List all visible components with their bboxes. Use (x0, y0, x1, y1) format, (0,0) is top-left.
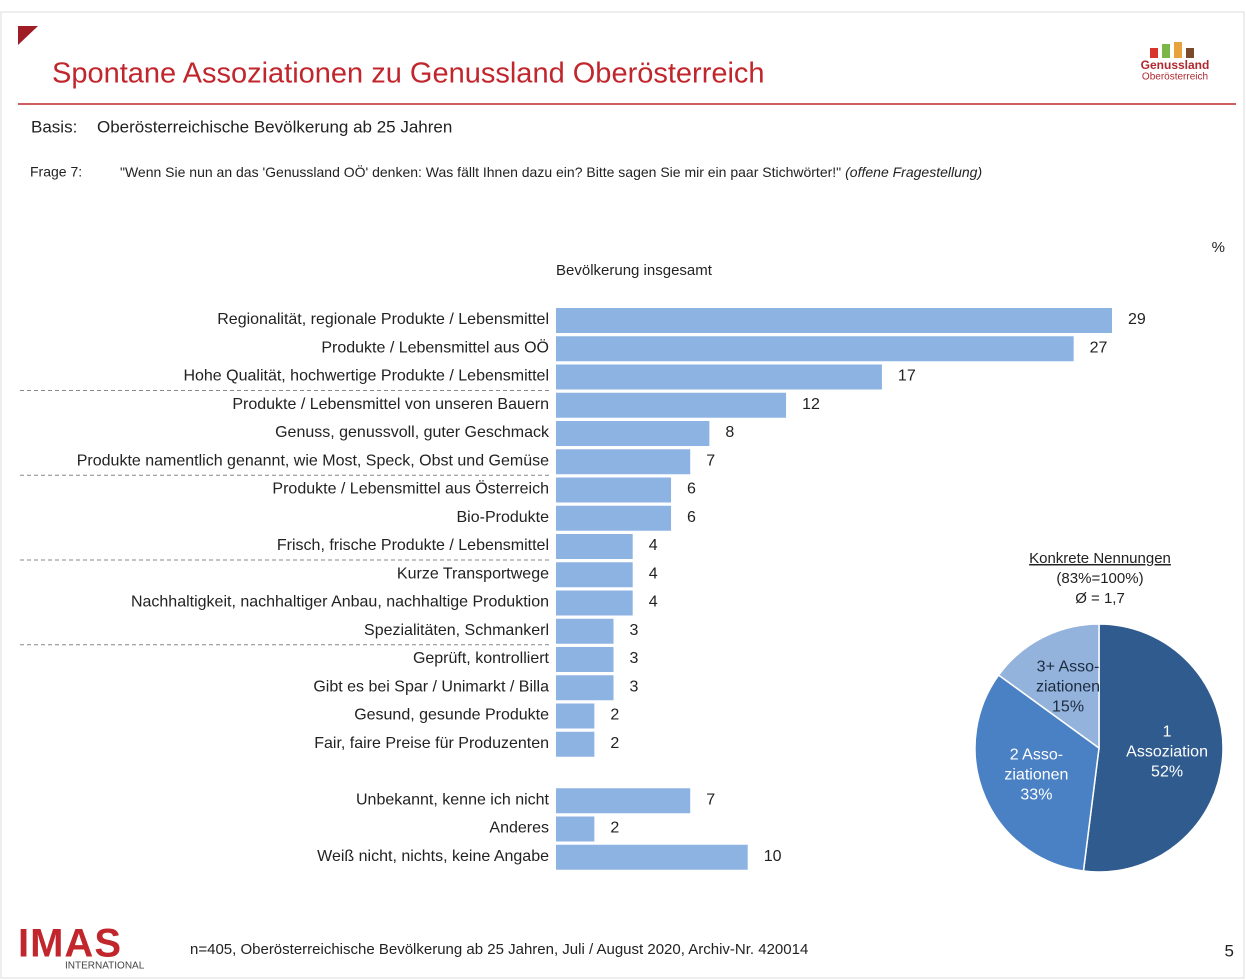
pie-label: ziationen (1036, 678, 1100, 695)
logo: Genussland Oberösterreich (1141, 42, 1210, 83)
pie-label: 3+ Asso- (1037, 658, 1100, 675)
pie-subtitle: Ø = 1,7 (1075, 590, 1125, 607)
value-label: 7 (706, 791, 715, 808)
bar-chart-title: Bevölkerung insgesamt (556, 262, 713, 279)
pie-value-label: 33% (1020, 786, 1052, 803)
logo-shape (1150, 48, 1158, 58)
value-label: 3 (630, 650, 639, 667)
basis: Oberösterreichische Bevölkerung ab 25 Ja… (97, 117, 452, 136)
bar (556, 590, 633, 616)
value-label: 3 (630, 678, 639, 695)
value-label: 2 (610, 735, 619, 752)
pie-label: ziationen (1004, 766, 1068, 783)
category-label: Weiß nicht, nichts, keine Angabe (317, 848, 549, 865)
bar (556, 816, 595, 842)
category-label: Kurze Transportwege (397, 565, 549, 582)
bar (556, 477, 672, 503)
category-label: Spezialitäten, Schmankerl (364, 622, 549, 639)
unit-label: % (1212, 239, 1225, 256)
question-text: "Wenn Sie nun an das 'Genussland OÖ' den… (120, 163, 841, 180)
value-label: 2 (610, 707, 619, 724)
category-label: Produkte namentlich genannt, wie Most, S… (77, 452, 549, 469)
logo-shape (1162, 44, 1170, 58)
value-label: 8 (725, 424, 734, 441)
pie-slice (997, 623, 1100, 750)
bar (556, 788, 691, 814)
pie-value-label: 15% (1052, 698, 1084, 715)
value-label: 7 (706, 452, 715, 469)
value-label: 4 (649, 565, 658, 582)
page-number: 5 (1225, 941, 1234, 960)
pie-label: 1 (1163, 724, 1172, 741)
category-label: Geprüft, kontrolliert (413, 650, 550, 667)
category-label: Hohe Qualität, hochwertige Produkte / Le… (183, 368, 549, 385)
pie-value-label: 52% (1151, 764, 1183, 781)
question-label: Frage 7: (30, 164, 82, 180)
category-label: Gesund, gesunde Produkte (354, 707, 549, 724)
value-label: 4 (649, 594, 658, 611)
corner-mark (18, 26, 38, 45)
bar (556, 336, 1074, 362)
bar (556, 731, 595, 757)
basis-label: Basis: (31, 117, 77, 136)
value-label: 27 (1090, 339, 1108, 356)
pie-title: Konkrete Nennungen (1029, 550, 1171, 567)
question-note: (offene Fragestellung) (845, 164, 982, 180)
slide-title: Spontane Assoziationen zu Genussland Obe… (52, 58, 765, 90)
bar (556, 364, 882, 390)
footnote: n=405, Oberösterreichische Bevölkerung a… (190, 941, 808, 958)
pie-slice (974, 674, 1100, 872)
value-label: 4 (649, 537, 658, 554)
logo-text: Genussland (1141, 58, 1210, 72)
category-label: Anderes (489, 820, 549, 837)
bar (556, 618, 614, 644)
value-label: 6 (687, 509, 696, 526)
value-label: 3 (630, 622, 639, 639)
category-label: Frisch, frische Produkte / Lebensmittel (277, 537, 549, 554)
category-label: Fair, faire Preise für Produzenten (314, 735, 549, 752)
value-label: 12 (802, 396, 820, 413)
bar (556, 421, 710, 446)
logo-text: Oberösterreich (1142, 72, 1208, 83)
bar (556, 844, 748, 870)
bar (556, 392, 787, 418)
category-label: Bio-Produkte (457, 509, 550, 526)
bar (556, 505, 672, 531)
bar (556, 675, 614, 701)
value-label: 6 (687, 481, 696, 498)
pie-slice (1082, 623, 1224, 873)
bar (556, 308, 1112, 333)
pie-subtitle: (83%=100%) (1056, 570, 1143, 587)
imas-logo: IMAS (18, 922, 122, 966)
category-label: Gibt es bei Spar / Unimarkt / Billa (313, 678, 549, 695)
value-label: 17 (898, 368, 916, 385)
logo-shape (1174, 42, 1182, 58)
bar (556, 562, 633, 588)
imas-logo-sub: INTERNATIONAL (65, 961, 145, 972)
bar (556, 534, 633, 559)
category-label: Genuss, genussvoll, guter Geschmack (275, 424, 550, 441)
category-label: Unbekannt, kenne ich nicht (356, 791, 550, 808)
pie-label: 2 Asso- (1010, 746, 1063, 763)
bar (556, 647, 614, 672)
question: "Wenn Sie nun an das 'Genussland OÖ' den… (120, 163, 982, 180)
value-label: 29 (1128, 311, 1146, 328)
value-label: 2 (610, 820, 619, 837)
category-label: Produkte / Lebensmittel von unseren Baue… (232, 396, 549, 413)
category-label: Produkte / Lebensmittel aus OÖ (321, 338, 549, 356)
bar (556, 449, 691, 475)
value-label: 10 (764, 848, 782, 865)
category-label: Regionalität, regionale Produkte / Leben… (217, 311, 549, 328)
pie-label: Assoziation (1126, 744, 1208, 761)
category-label: Nachhaltigkeit, nachhaltiger Anbau, nach… (131, 594, 549, 611)
category-label: Produkte / Lebensmittel aus Österreich (272, 480, 549, 498)
logo-shape (1186, 48, 1194, 58)
bar (556, 703, 595, 729)
